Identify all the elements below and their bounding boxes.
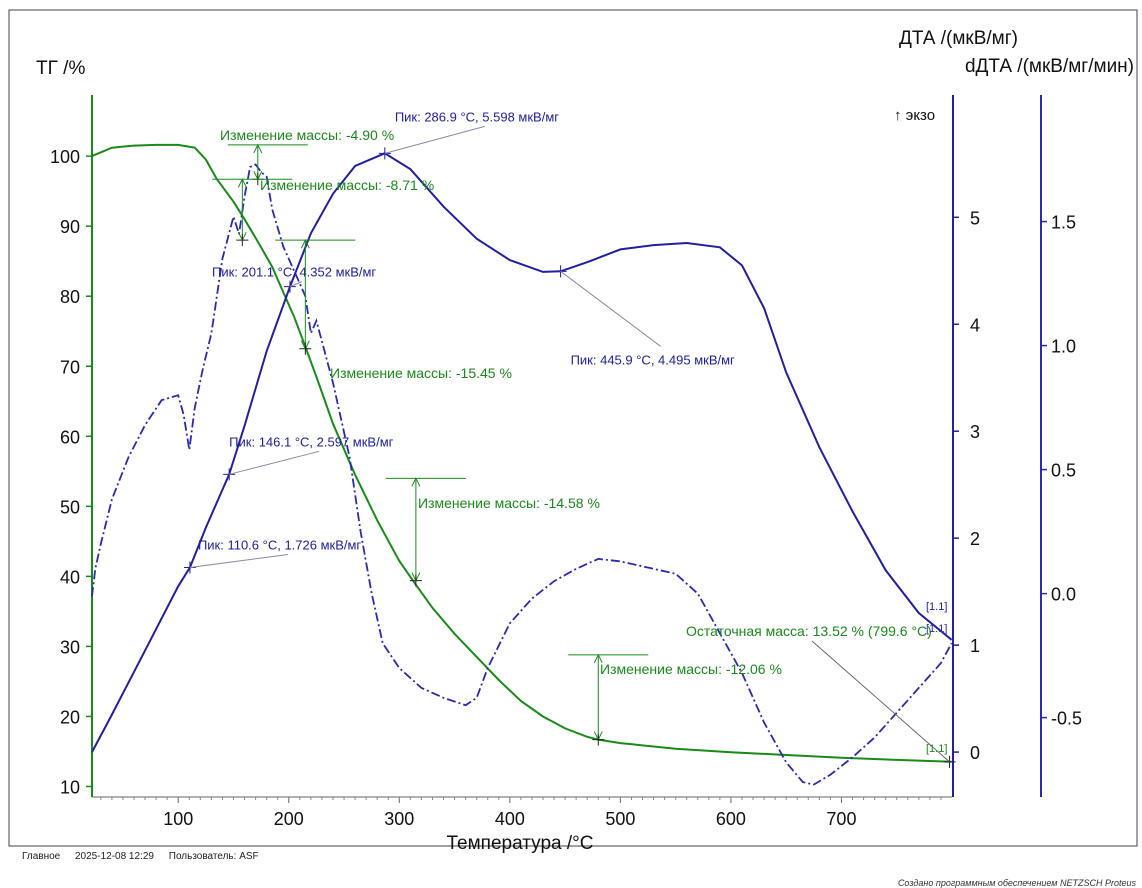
dta-peak-leader [229, 450, 320, 475]
ddta-tick-label: 1.0 [1051, 337, 1076, 357]
curves [91, 143, 953, 786]
x-tick-label: 700 [826, 809, 856, 829]
dta-peak-label: Пик: 286.9 °C, 5.598 мкВ/мг [395, 109, 559, 124]
mass-step-marker [592, 733, 605, 746]
axes: 100 200 300 400 500 600 7001020304050607080901… [50, 95, 1082, 829]
mass-change-label: Изменение массы: -15.45 % [330, 365, 512, 381]
tg-curve [91, 143, 952, 763]
ddta-axis-label: dДТА /(мкВ/мг/мин) [965, 56, 1134, 77]
x-tick-label: 200 [274, 809, 304, 829]
residual-mass-marker [943, 755, 956, 768]
tg-tick-label: 10 [60, 777, 80, 797]
ddta-tick-label: -0.5 [1051, 709, 1082, 729]
dta-tick-label: 4 [970, 315, 980, 335]
residual-mass-label: Остаточная масса: 13.52 % (799.6 °C) [686, 623, 932, 639]
exo-direction-label: ↑ экзо [894, 107, 935, 124]
x-tick-label: 600 [716, 809, 746, 829]
outer-border [8, 9, 1138, 847]
dta-peak-leader [289, 281, 303, 288]
mass-change-label: Изменение массы: -12.06 % [600, 661, 782, 677]
x-tick-label: 300 [384, 809, 414, 829]
curve-tag: [1.1] [926, 601, 947, 613]
dta-peak-label: Пик: 110.6 °C, 1.726 мкВ/мг [198, 537, 361, 552]
dta-peak-marker [378, 147, 391, 160]
footer-user: Пользователь: ASF [168, 851, 259, 862]
tg-tick-label: 60 [60, 427, 80, 447]
dta-peak-leader [560, 270, 661, 347]
x-tick-label: 100 [163, 809, 193, 829]
mass-step-marker [236, 234, 249, 247]
ddta-curve [91, 163, 953, 786]
residual-mass-leader [811, 640, 950, 763]
dta-axis-label: ДТА /(мкВ/мг) [899, 28, 1018, 49]
mass-change-label: Изменение массы: -8.71 % [260, 177, 434, 193]
annotations: Пик: 110.6 °C, 1.726 мкВ/мг Пик: 146.1 °C… [183, 109, 956, 768]
dta-tick-label: 0 [970, 743, 980, 763]
curve-tag: [1.1] [926, 743, 947, 755]
x-axis-label: Температура /°C [447, 833, 594, 854]
tg-tick-label: 40 [60, 567, 80, 587]
dta-peak-label: Пик: 146.1 °C, 2.597 мкВ/мг [229, 434, 393, 449]
dta-peak-label: Пик: 201.1 °C, 4.352 мкВ/мг [212, 265, 376, 280]
dta-peak-leader [189, 553, 289, 568]
dta-tick-label: 2 [970, 529, 980, 549]
tg-tick-label: 80 [60, 287, 80, 307]
mass-step-marker [299, 342, 312, 355]
tg-tick-label: 70 [60, 357, 80, 377]
x-tick-label: 500 [605, 809, 635, 829]
curve-tag: [1.1] [926, 623, 947, 635]
dta-peak-leader [384, 125, 485, 154]
mass-change-label: Изменение массы: -4.90 % [220, 127, 394, 143]
ddta-tick-label: 0.5 [1051, 461, 1076, 481]
ddta-tick-label: 1.5 [1051, 213, 1076, 233]
dta-curve [91, 152, 953, 753]
tg-tick-label: 30 [60, 637, 80, 657]
software-credit: Создано программным обеспечением NETZSCH… [897, 878, 1136, 888]
x-tick-label: 400 [495, 809, 525, 829]
footer-segment: Главное [22, 851, 61, 862]
dta-tick-label: 3 [970, 422, 980, 442]
footer-info: Главное 2025-12-08 12:29 Пользователь: A… [22, 851, 271, 862]
ddta-tick-label: 0.0 [1051, 585, 1076, 605]
dta-peak-marker [554, 265, 567, 278]
tg-tick-label: 50 [60, 497, 80, 517]
mass-step-marker [409, 574, 422, 587]
tg-tick-label: 90 [60, 217, 80, 237]
dta-tick-label: 5 [970, 208, 980, 228]
dta-peak-marker [183, 561, 196, 574]
footer-datetime: 2025-12-08 12:29 [75, 851, 154, 862]
tg-tick-label: 20 [60, 707, 80, 727]
tg-axis-label: ТГ /% [36, 58, 85, 79]
tg-tick-label: 100 [50, 147, 80, 167]
mass-change-label: Изменение массы: -14.58 % [418, 495, 600, 511]
dta-peak-label: Пик: 445.9 °C, 4.495 мкВ/мг [571, 352, 735, 367]
dta-tick-label: 1 [970, 636, 980, 656]
